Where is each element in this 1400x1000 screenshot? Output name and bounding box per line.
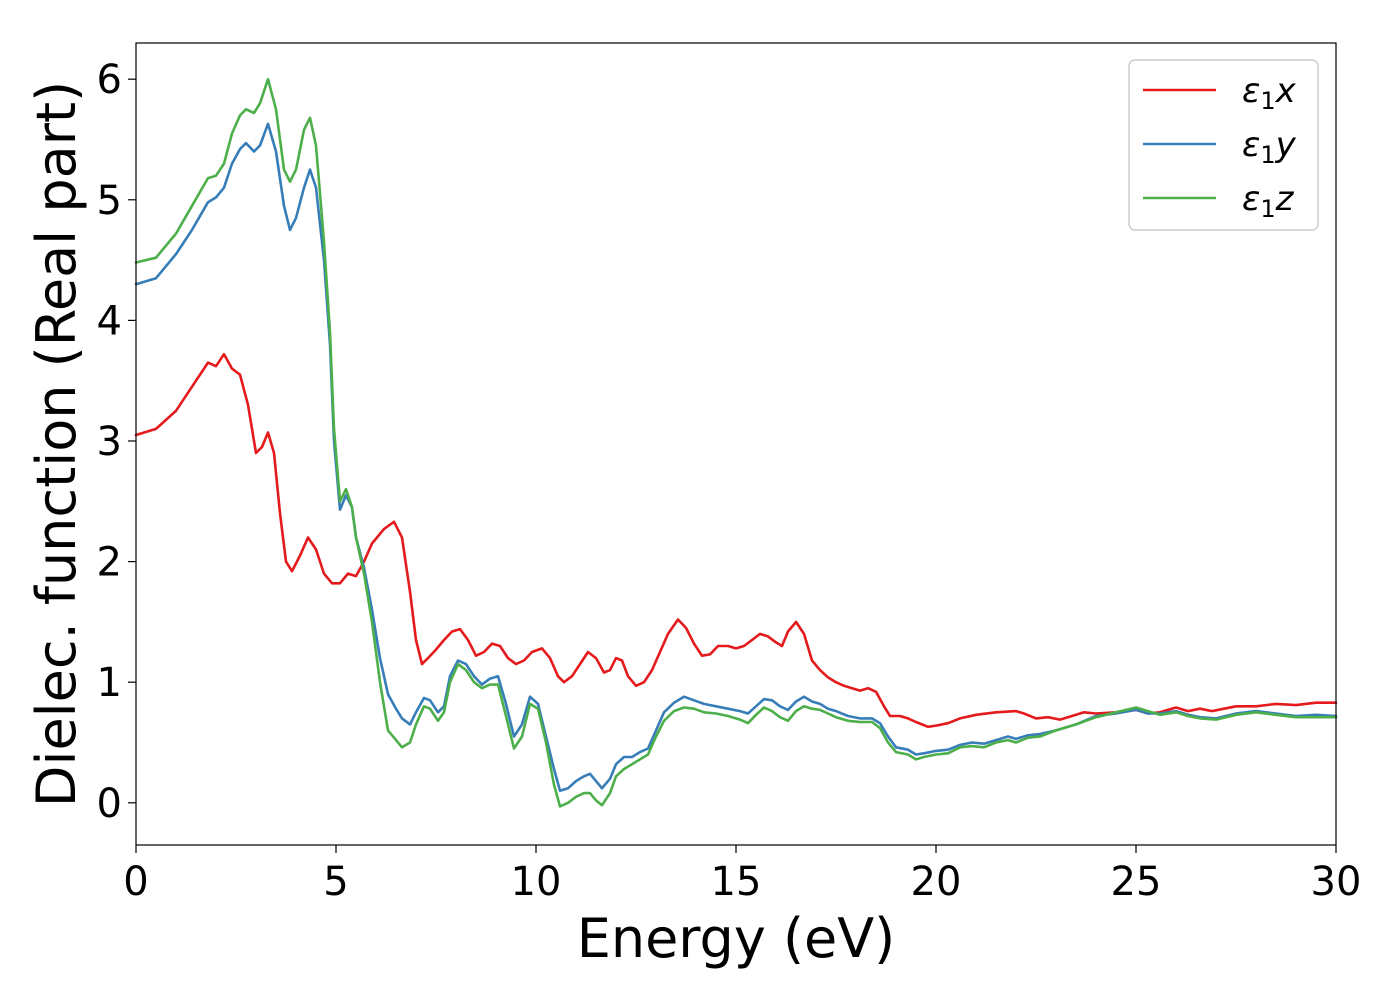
y-tick-label: 1 xyxy=(97,660,122,706)
y-tick-label: 3 xyxy=(97,419,122,465)
x-tick-label: 25 xyxy=(1111,859,1162,905)
y-tick-label: 4 xyxy=(97,298,122,344)
x-tick-label: 0 xyxy=(123,859,148,905)
x-tick-label: 10 xyxy=(511,859,562,905)
x-tick-label: 15 xyxy=(711,859,762,905)
y-tick-label: 5 xyxy=(97,178,122,224)
y-axis-ticks: 0 1 2 3 4 5 6 xyxy=(97,57,136,827)
series-line-3 xyxy=(134,77,1338,808)
legend-label-2: ε1y xyxy=(1242,125,1297,169)
legend-box xyxy=(1128,59,1319,231)
y-tick-label: 6 xyxy=(97,57,122,103)
x-tick-label: 5 xyxy=(323,859,348,905)
y-tick-label: 0 xyxy=(97,781,122,827)
x-axis-ticks: 0 5 10 15 20 25 30 xyxy=(123,845,1361,905)
x-axis-label: Energy (eV) xyxy=(577,907,896,970)
legend-label-3: ε1z xyxy=(1242,179,1295,223)
series-layer xyxy=(134,77,1338,808)
legend: ε1x ε1y ε1z xyxy=(1128,59,1319,231)
x-tick-label: 30 xyxy=(1311,859,1362,905)
legend-label-1: ε1x xyxy=(1242,71,1297,115)
y-tick-label: 2 xyxy=(97,540,122,586)
series-line-1 xyxy=(134,352,1338,729)
x-tick-label: 20 xyxy=(911,859,962,905)
y-axis-label: Dielec. function (Real part) xyxy=(25,81,88,807)
